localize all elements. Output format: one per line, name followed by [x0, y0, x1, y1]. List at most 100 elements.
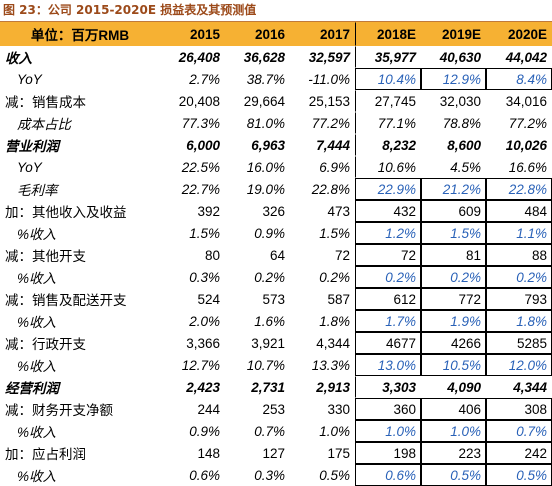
table-row: 减：销售成本 20,408 29,664 25,153 27,745 32,030 34,0… [0, 90, 552, 112]
value-cell: 198 [355, 442, 421, 464]
table-row: %收入 0.3% 0.2% 0.2% 0.2% 0.2% 0.2% [0, 266, 552, 288]
value-cell: 29,664 [243, 93, 285, 109]
value-cell: 8,232 [355, 134, 421, 156]
value-cell: 7,444 [316, 137, 350, 153]
row-label: 减：行政开支 [5, 337, 86, 352]
value-cell: 77.2% [508, 115, 547, 131]
value-cell: 2,423 [186, 379, 220, 395]
value-cell: 1.7% [355, 310, 421, 332]
value-cell: 3,921 [251, 335, 285, 351]
value-cell: 8.4% [486, 68, 552, 90]
value-cell: 0.9% [254, 225, 285, 241]
value-cell: 127 [262, 445, 285, 461]
header-cell: 2019E [421, 22, 486, 46]
value-cell: 148 [197, 445, 220, 461]
header-cell: 2017 [290, 22, 355, 46]
row-label: %收入 [17, 469, 57, 484]
value-cell: 20,408 [178, 93, 220, 109]
value-cell: 223 [421, 442, 486, 464]
value-cell: 1.5% [319, 225, 350, 241]
value-cell: 484 [486, 200, 552, 222]
table-row: 经营利润 2,423 2,731 2,913 3,303 4,090 4,344 [0, 376, 552, 398]
table-row: YoY 22.5% 16.0% 6.9% 10.6% 4.5% 16.6% [0, 156, 552, 178]
value-cell: 772 [421, 288, 486, 310]
value-cell: 1.6% [254, 313, 285, 329]
value-cell: 4,344 [513, 379, 547, 395]
value-cell: 4266 [421, 332, 486, 354]
value-cell: 36,628 [243, 49, 285, 65]
value-cell: 78.8% [442, 115, 481, 131]
header-cell: 2015 [160, 22, 225, 46]
value-cell: 21.2% [421, 178, 486, 200]
value-cell: 22.5% [181, 159, 220, 175]
value-cell: 573 [262, 291, 285, 307]
value-cell: 175 [327, 445, 350, 461]
value-cell: 35,977 [355, 46, 421, 68]
value-cell: 88 [486, 244, 552, 266]
value-cell: 12.9% [421, 68, 486, 90]
value-cell: 0.2% [355, 266, 421, 288]
value-cell: 13.0% [355, 354, 421, 376]
value-cell: 242 [486, 442, 552, 464]
row-label: YoY [17, 71, 42, 87]
value-cell: 0.7% [486, 420, 552, 442]
value-cell: 4,344 [316, 335, 350, 351]
value-cell: 1.2% [355, 222, 421, 244]
value-cell: 0.6% [355, 464, 421, 486]
value-cell: 81.0% [246, 115, 285, 131]
value-cell: 77.1% [355, 112, 421, 134]
value-cell: 16.6% [508, 159, 547, 175]
table-row: 加：应占利润 148 127 175 198 223 242 [0, 442, 552, 464]
value-cell: 587 [327, 291, 350, 307]
value-cell: 793 [486, 288, 552, 310]
value-cell: 2.7% [189, 71, 220, 87]
value-cell: 10.5% [421, 354, 486, 376]
value-cell: 40,630 [439, 49, 481, 65]
value-cell: 64 [269, 247, 285, 263]
value-cell: 326 [262, 203, 285, 219]
value-cell: 360 [355, 398, 421, 420]
value-cell: 22.7% [181, 181, 220, 197]
value-cell: 13.3% [311, 357, 350, 373]
header-cell: 单位：百万RMB [0, 22, 160, 46]
value-cell: 0.2% [319, 269, 350, 285]
value-cell: 77.3% [181, 115, 220, 131]
row-label: 成本占比 [17, 117, 71, 132]
value-cell: 1.0% [319, 423, 350, 439]
row-label: 经营利润 [5, 381, 59, 396]
value-cell: 1.9% [421, 310, 486, 332]
value-cell: 81 [421, 244, 486, 266]
value-cell: 0.2% [254, 269, 285, 285]
table-row: 收入 26,408 36,628 32,597 35,977 40,630 44,042 [0, 46, 552, 68]
value-cell: 5285 [486, 332, 552, 354]
figure-title: 图 23：公司 2015-2020E 损益表及其预测值 [0, 0, 552, 22]
value-cell: 2,731 [251, 379, 285, 395]
row-label: %收入 [17, 359, 57, 374]
table-row: 营业利润 6,000 6,963 7,444 8,232 8,600 10,026 [0, 134, 552, 156]
value-cell: 253 [262, 401, 285, 417]
header-cell: 2018E [355, 22, 421, 46]
value-cell: 0.5% [486, 464, 552, 486]
table-row: 减：其他开支 80 64 72 72 81 88 [0, 244, 552, 266]
value-cell: 1.8% [486, 310, 552, 332]
value-cell: 406 [421, 398, 486, 420]
value-cell: 4,090 [447, 379, 481, 395]
table-row: %收入 0.6% 0.3% 0.5% 0.6% 0.5% 0.5% [0, 464, 552, 486]
income-table: 单位：百万RMB 2015 2016 2017 2018E 2019E 2020E 收入 26… [0, 22, 552, 486]
value-cell: 19.0% [246, 181, 285, 197]
value-cell: 22.9% [355, 178, 421, 200]
value-cell: 244 [197, 401, 220, 417]
value-cell: 432 [355, 200, 421, 222]
value-cell: 8,600 [447, 137, 481, 153]
value-cell: 0.3% [189, 269, 220, 285]
row-label: 营业利润 [5, 139, 59, 154]
value-cell: 612 [355, 288, 421, 310]
value-cell: 10.7% [246, 357, 285, 373]
row-label: %收入 [17, 315, 57, 330]
value-cell: 3,303 [355, 376, 421, 398]
value-cell: 12.0% [486, 354, 552, 376]
value-cell: 27,745 [355, 90, 421, 112]
value-cell: 44,042 [505, 49, 547, 65]
row-label: 收入 [5, 51, 32, 66]
